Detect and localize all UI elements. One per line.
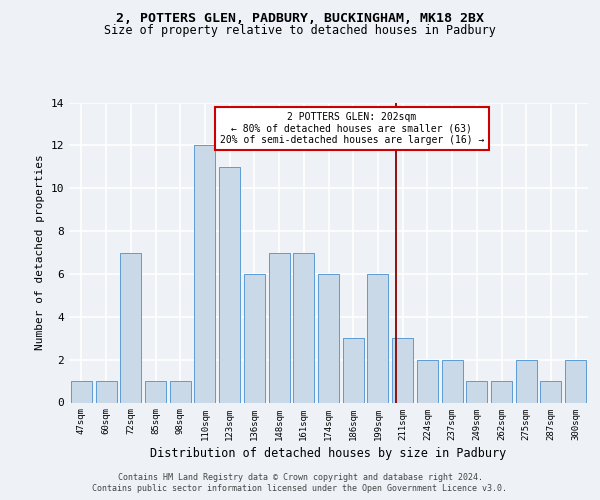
Bar <box>293 252 314 402</box>
Bar <box>392 338 413 402</box>
Bar <box>491 381 512 402</box>
Bar <box>170 381 191 402</box>
Bar <box>442 360 463 403</box>
Y-axis label: Number of detached properties: Number of detached properties <box>35 154 45 350</box>
Bar <box>120 252 141 402</box>
Bar <box>244 274 265 402</box>
Text: Contains HM Land Registry data © Crown copyright and database right 2024.: Contains HM Land Registry data © Crown c… <box>118 472 482 482</box>
Bar <box>541 381 562 402</box>
Bar <box>417 360 438 403</box>
Bar <box>318 274 339 402</box>
Bar <box>71 381 92 402</box>
Bar <box>343 338 364 402</box>
X-axis label: Distribution of detached houses by size in Padbury: Distribution of detached houses by size … <box>151 446 506 460</box>
Bar <box>269 252 290 402</box>
Bar <box>367 274 388 402</box>
Bar <box>219 167 240 402</box>
Text: Contains public sector information licensed under the Open Government Licence v3: Contains public sector information licen… <box>92 484 508 493</box>
Bar <box>194 146 215 402</box>
Bar <box>145 381 166 402</box>
Text: Size of property relative to detached houses in Padbury: Size of property relative to detached ho… <box>104 24 496 37</box>
Text: 2 POTTERS GLEN: 202sqm
← 80% of detached houses are smaller (63)
20% of semi-det: 2 POTTERS GLEN: 202sqm ← 80% of detached… <box>220 112 484 144</box>
Bar <box>565 360 586 403</box>
Bar <box>95 381 116 402</box>
Bar <box>466 381 487 402</box>
Bar <box>516 360 537 403</box>
Text: 2, POTTERS GLEN, PADBURY, BUCKINGHAM, MK18 2BX: 2, POTTERS GLEN, PADBURY, BUCKINGHAM, MK… <box>116 12 484 26</box>
